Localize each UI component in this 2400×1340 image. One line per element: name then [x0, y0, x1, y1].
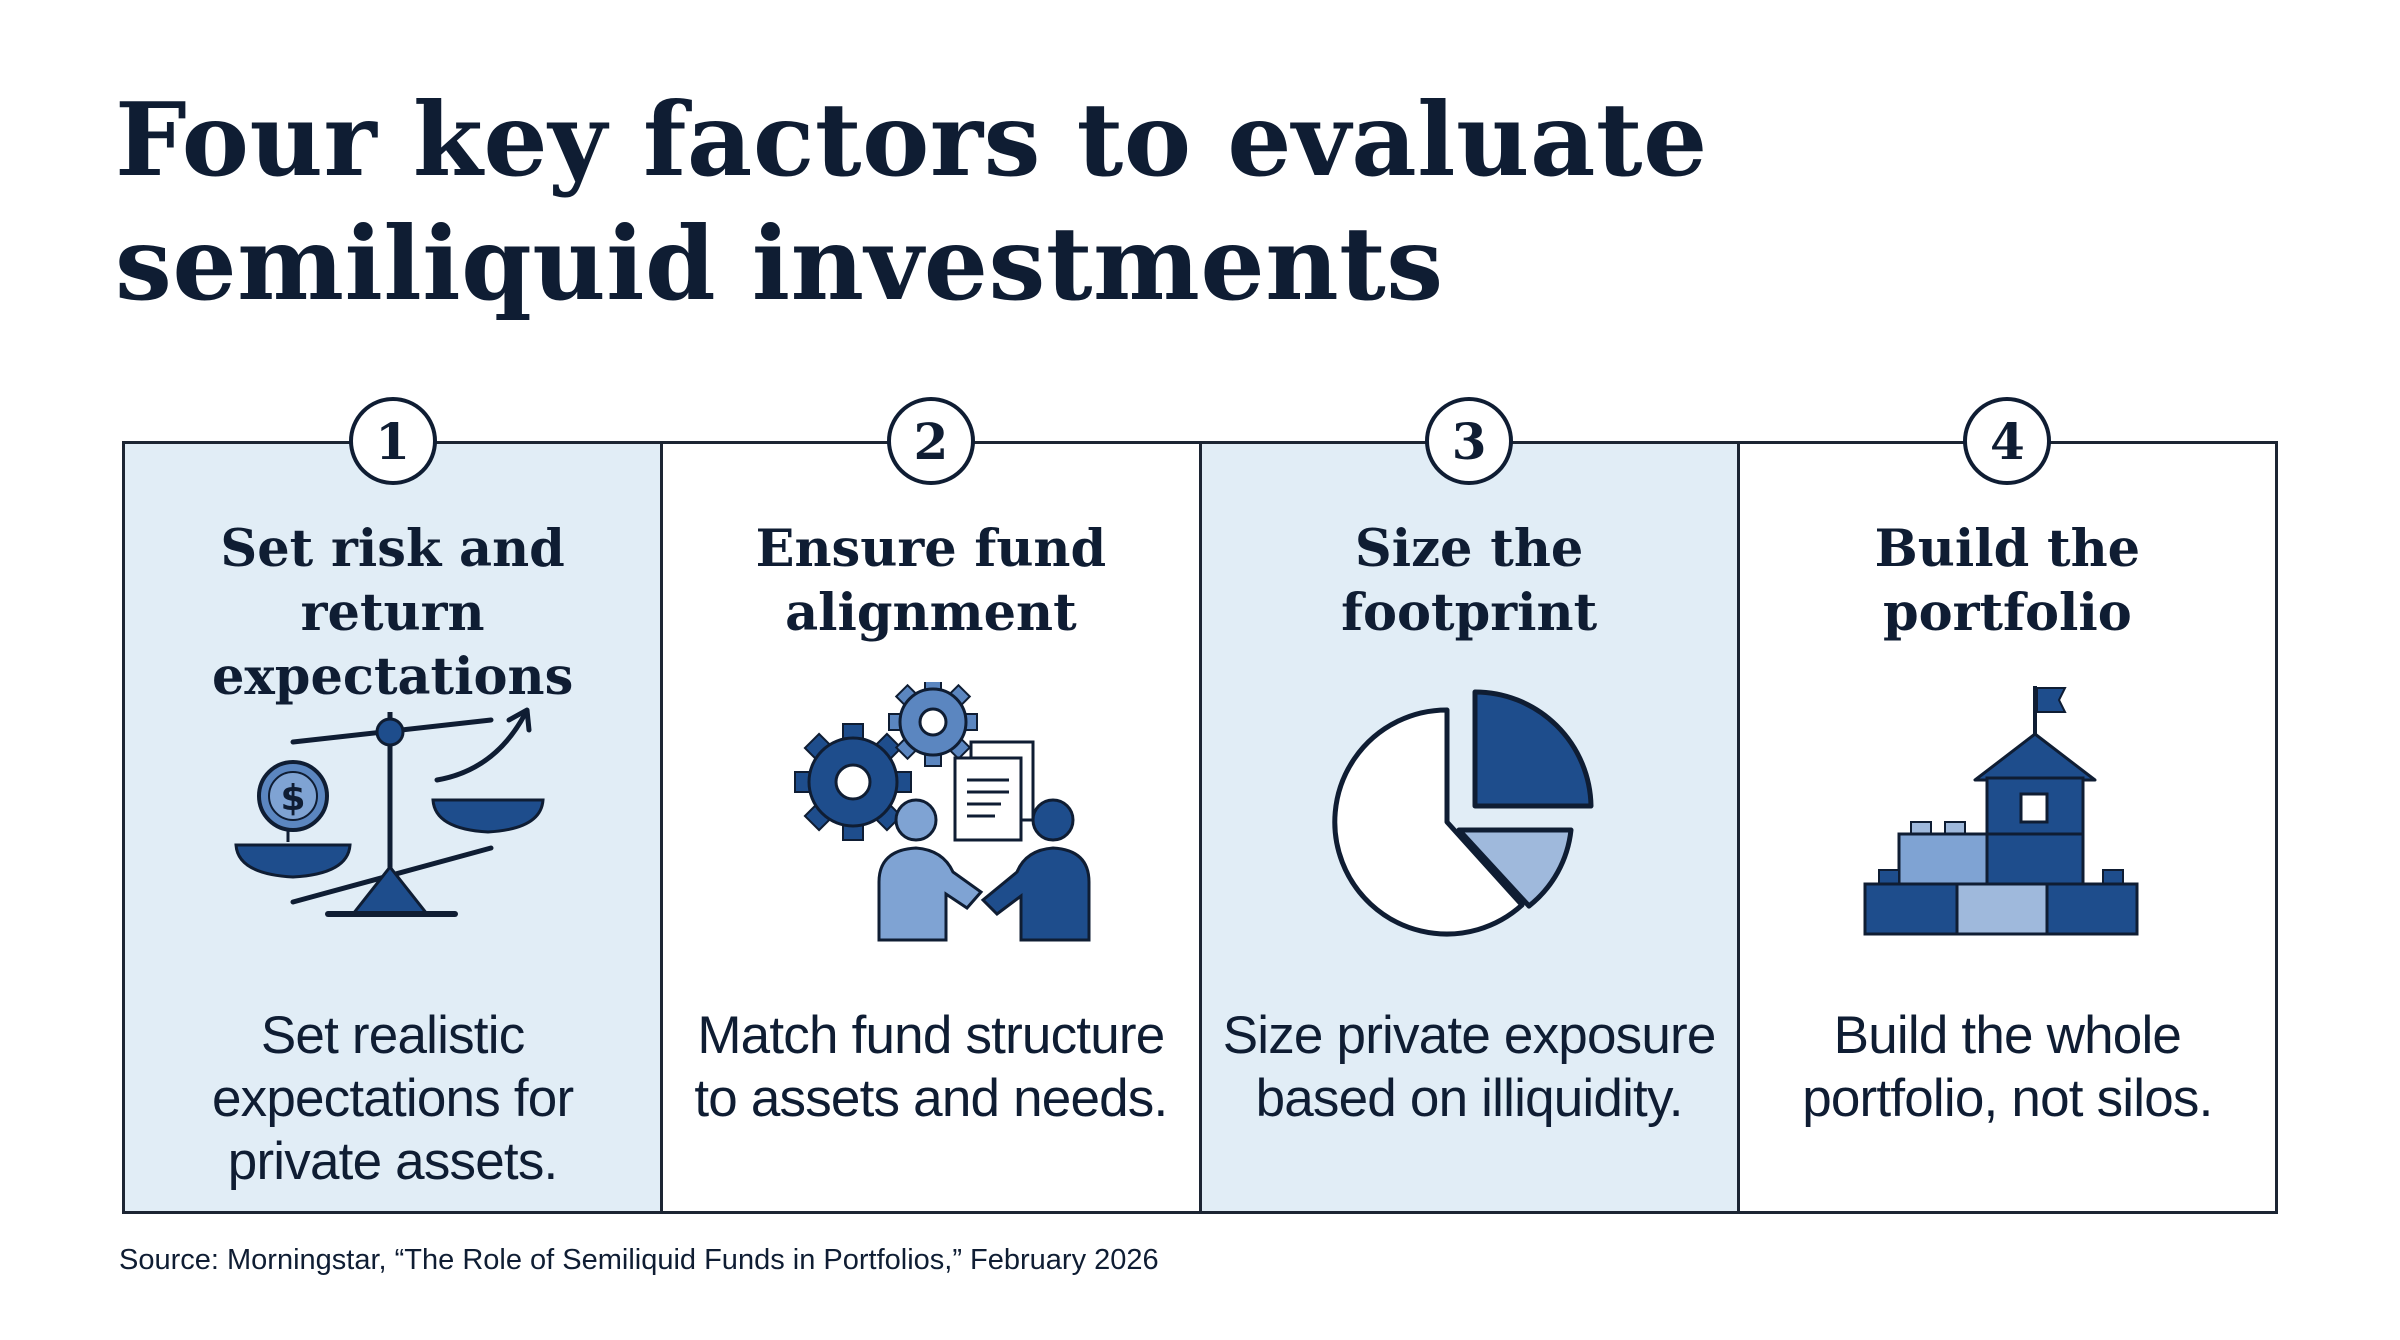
source-note: Source: Morningstar, “The Role of Semili…: [119, 1244, 1159, 1276]
balance-scale-icon: $: [234, 707, 545, 917]
factor-title-1-line-1: Set risk and return: [220, 519, 565, 643]
factor-panel-2: 2 Ensure fund alignment: [663, 397, 1202, 1211]
small-gear-icon: [887, 682, 978, 767]
factor-desc-3: Size private exposure based on illiquidi…: [1212, 1004, 1727, 1130]
factor-desc-2-line-2: to assets and needs.: [694, 1069, 1168, 1128]
factor-title-3-line-1: Size the: [1354, 519, 1584, 579]
factor-title-4: Build the portfolio: [1750, 517, 2265, 645]
factor-desc-1: Set realistic expectations for private a…: [135, 1004, 650, 1193]
gears-handshake-icon: [793, 682, 1091, 942]
factor-title-2-line-1: Ensure fund: [755, 519, 1107, 579]
factor-desc-4-line-1: Build the whole: [1833, 1006, 2182, 1065]
svg-text:$: $: [280, 778, 305, 819]
factor-panel-1: 1 Set risk and return expectations $: [125, 397, 664, 1211]
step-number-badge-4: 4: [1963, 397, 2052, 485]
factor-title-4-line-1: Build the: [1874, 519, 2141, 579]
factor-title-3: Size the footprint: [1212, 517, 1727, 645]
factor-desc-1-line-3: private assets.: [227, 1132, 559, 1191]
factor-desc-4-line-2: portfolio, not silos.: [1802, 1069, 2213, 1128]
building-blocks-icon: [1863, 686, 2139, 936]
factor-desc-2: Match fund structure to assets and needs…: [673, 1004, 1188, 1130]
factor-title-2-line-2: alignment: [785, 583, 1077, 643]
factor-desc-1-line-1: Set realistic: [260, 1006, 525, 1065]
large-gear-icon: [793, 723, 912, 841]
page-title: Four key factors to evaluate semiliquid …: [115, 78, 2215, 326]
title-line-2: semiliquid investments: [115, 204, 1444, 323]
factor-title-1-line-2: expectations: [211, 647, 574, 707]
pie-chart-icon: [1332, 689, 1594, 937]
factor-desc-4: Build the whole portfolio, not silos.: [1750, 1004, 2265, 1130]
title-line-1: Four key factors to evaluate: [115, 80, 1708, 199]
factor-panel-3: 3 Size the footprint Size private exposu…: [1201, 397, 1740, 1211]
factor-title-3-line-2: footprint: [1341, 583, 1598, 643]
factor-panel-4: 4 Build the portfolio: [1740, 397, 2275, 1211]
step-number-badge-1: 1: [348, 397, 437, 485]
factor-desc-1-line-2: expectations for: [211, 1069, 574, 1128]
factor-title-2: Ensure fund alignment: [673, 517, 1188, 645]
factor-desc-3-line-1: Size private exposure: [1222, 1006, 1717, 1065]
factor-desc-2-line-1: Match fund structure: [697, 1006, 1165, 1065]
factor-title-4-line-2: portfolio: [1882, 583, 2132, 643]
factors-panels: 1 Set risk and return expectations $: [122, 397, 2278, 1214]
step-number-badge-2: 2: [886, 397, 975, 485]
factor-title-1: Set risk and return expectations: [135, 517, 650, 709]
factor-desc-3-line-2: based on illiquidity.: [1255, 1069, 1684, 1128]
step-number-badge-3: 3: [1425, 397, 1514, 485]
